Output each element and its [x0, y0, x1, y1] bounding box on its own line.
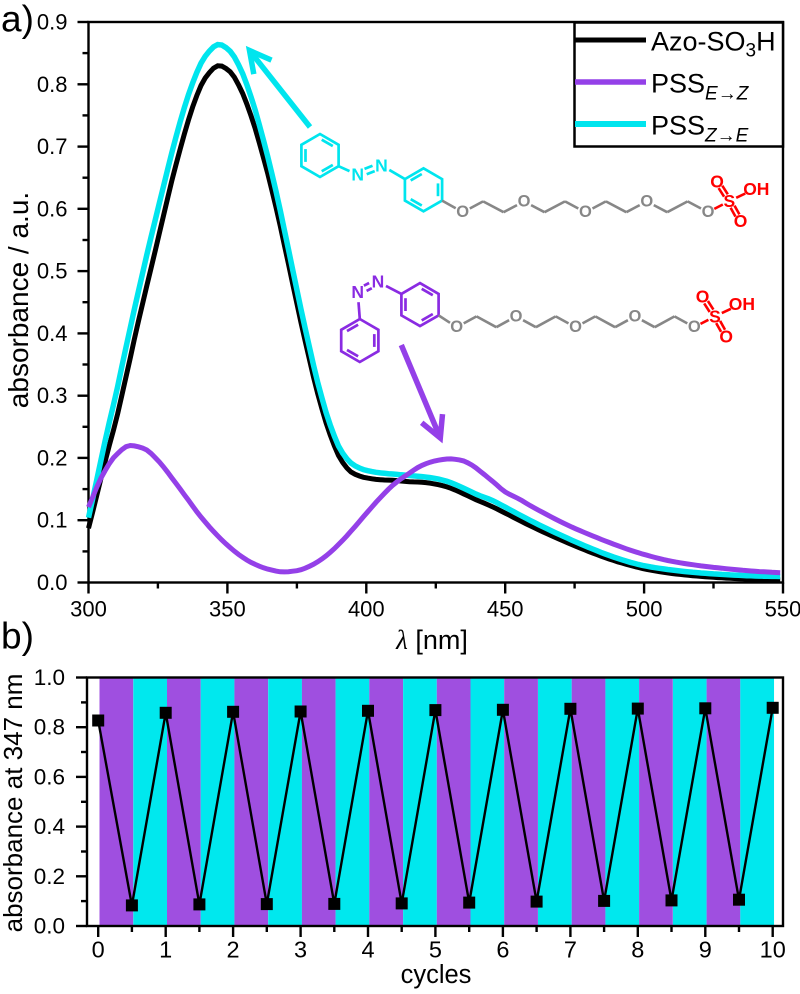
- svg-text:O: O: [510, 307, 523, 325]
- svg-text:0.6: 0.6: [34, 764, 65, 789]
- svg-text:O: O: [450, 318, 463, 336]
- svg-text:300: 300: [70, 597, 107, 622]
- svg-text:3: 3: [294, 937, 307, 963]
- svg-text:500: 500: [626, 597, 663, 622]
- svg-text:0.7: 0.7: [37, 134, 68, 159]
- svg-text:0.3: 0.3: [37, 383, 68, 408]
- svg-text:10: 10: [760, 937, 786, 963]
- svg-text:0.0: 0.0: [37, 570, 68, 595]
- svg-text:9: 9: [699, 937, 712, 963]
- svg-text:0.4: 0.4: [34, 814, 65, 839]
- svg-text:absorbance / a.u.: absorbance / a.u.: [3, 192, 34, 408]
- svg-text:O: O: [640, 192, 653, 210]
- svg-text:λ [nm]: λ [nm]: [395, 625, 468, 655]
- svg-text:0.8: 0.8: [37, 72, 68, 97]
- svg-text:S: S: [724, 191, 736, 211]
- svg-text:450: 450: [487, 597, 524, 622]
- svg-text:5: 5: [429, 937, 442, 963]
- svg-text:1.0: 1.0: [34, 665, 65, 690]
- svg-text:O: O: [628, 307, 641, 325]
- svg-text:0.6: 0.6: [37, 196, 68, 221]
- svg-text:Azo-SO3H: Azo-SO3H: [651, 27, 776, 62]
- svg-text:350: 350: [209, 597, 246, 622]
- svg-text:0.2: 0.2: [34, 864, 65, 889]
- svg-text:400: 400: [348, 597, 385, 622]
- svg-text:7: 7: [564, 937, 577, 963]
- svg-text:6: 6: [496, 937, 509, 963]
- svg-text:O: O: [518, 192, 531, 210]
- svg-text:O: O: [579, 203, 592, 221]
- svg-text:O: O: [696, 287, 710, 307]
- svg-text:O: O: [734, 211, 748, 231]
- svg-text:0: 0: [92, 937, 105, 963]
- svg-text:1: 1: [159, 937, 172, 963]
- svg-text:0.1: 0.1: [37, 508, 68, 533]
- svg-text:0.9: 0.9: [37, 10, 68, 35]
- svg-text:O: O: [569, 318, 582, 336]
- svg-text:O: O: [719, 327, 733, 347]
- svg-text:N: N: [372, 272, 385, 292]
- svg-text:O: O: [456, 203, 469, 221]
- svg-text:0.2: 0.2: [37, 445, 68, 470]
- svg-text:0.5: 0.5: [37, 259, 68, 284]
- svg-text:absorbance at 347 nm: absorbance at 347 nm: [0, 674, 28, 933]
- svg-text:0.8: 0.8: [34, 715, 65, 740]
- svg-text:a): a): [1, 0, 34, 40]
- svg-text:b): b): [1, 616, 34, 657]
- svg-text:S: S: [709, 306, 721, 326]
- svg-text:N: N: [375, 155, 388, 175]
- svg-text:cycles: cycles: [401, 961, 472, 989]
- svg-text:OH: OH: [729, 294, 755, 314]
- svg-text:550: 550: [765, 597, 800, 622]
- svg-text:OH: OH: [743, 179, 769, 199]
- svg-text:4: 4: [361, 937, 374, 963]
- svg-text:0.4: 0.4: [37, 321, 68, 346]
- svg-text:O: O: [688, 318, 701, 336]
- svg-text:2: 2: [227, 937, 240, 963]
- svg-text:8: 8: [631, 937, 644, 963]
- svg-text:O: O: [702, 203, 715, 221]
- svg-text:N: N: [351, 282, 364, 302]
- svg-text:O: O: [710, 171, 724, 191]
- svg-text:0.0: 0.0: [34, 914, 65, 939]
- svg-text:N: N: [351, 165, 364, 185]
